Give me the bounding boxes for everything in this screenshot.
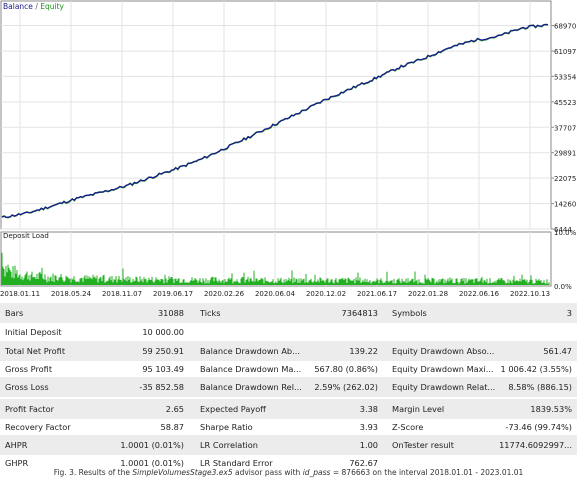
stat-value: 3 (566, 308, 572, 318)
stat-label: Sharpe Ratio (200, 422, 253, 432)
stat-label: GHPR (5, 458, 29, 468)
stat-label: Total Net Profit (5, 346, 66, 356)
series-line-balance (1, 23, 549, 218)
legend-equity: Equity (40, 2, 64, 11)
stat-label: LR Standard Error (200, 458, 273, 468)
y-tick-label: 68970 (554, 23, 576, 31)
stats-row: Recovery Factor 58.87 Sharpe Ratio 3.93 Z-Sc… (0, 417, 577, 437)
stats-row: Gross Loss -35 852.58 Balance Drawdown Rel… (0, 377, 577, 397)
chart-legend: Balance / Equity (3, 2, 64, 11)
caption-prefix: Fig. 3. Results of the (53, 468, 133, 477)
stats-row: Bars 31088 Ticks 7364813 Symbols 3 (0, 303, 577, 323)
stat-label: AHPR (5, 440, 28, 450)
x-tick-label: 2019.06.17 (153, 290, 193, 298)
stats-row: GHPR 1.0001 (0.01%) LR Standard Error 762.6… (0, 453, 577, 473)
stat-label: Expected Payoff (200, 404, 266, 414)
tester-graph: 68970 61097 53354 45523 37707 29891 22075 14260… (0, 0, 577, 298)
caption-suffix: = 876663 on the interval 2018.01.01 - 20… (330, 468, 524, 477)
stat-value: 139.22 (349, 346, 378, 356)
stat-label: Equity Drawdown Relat... (392, 382, 496, 392)
stat-label: Margin Level (392, 404, 445, 414)
x-tick-label: 2022.06.16 (459, 290, 500, 298)
stat-value: 2.65 (165, 404, 184, 414)
stat-label: Bars (5, 308, 24, 318)
deposit-y-tick-label: 10.0% (554, 229, 577, 237)
x-tick-label: 2021.06.17 (357, 290, 397, 298)
x-tick-label: 2022.10.13 (510, 290, 550, 298)
y-tick-label: 22075 (554, 175, 576, 183)
caption-middle: advisor pass with (232, 468, 303, 477)
y-tick-label: 14260 (554, 201, 576, 209)
y-tick-label: 6444 (554, 226, 572, 234)
stat-value: 561.47 (543, 346, 572, 356)
stat-label: Gross Profit (5, 364, 53, 374)
stat-value: 567.80 (0.86%) (314, 364, 378, 374)
stats-row: Gross Profit 95 103.49 Balance Drawdown Ma… (0, 359, 577, 379)
stat-value: 95 103.49 (142, 364, 184, 374)
stat-value: 7364813 (341, 308, 378, 318)
stat-label: Balance Drawdown Ab... (200, 346, 300, 356)
stat-value: 3.93 (359, 422, 378, 432)
stats-row: AHPR 1.0001 (0.01%) LR Correlation 1.00 OnTe… (0, 435, 577, 455)
stat-label: Initial Deposit (5, 327, 62, 337)
y-tick-label: 29891 (554, 150, 576, 158)
x-tick-label: 2020.02.26 (204, 290, 245, 298)
x-tick-label: 2020.06.04 (255, 290, 296, 298)
balance-equity-chart: 68970 61097 53354 45523 37707 29891 22075 14260… (0, 0, 577, 298)
y-tick-label: 45523 (554, 99, 576, 107)
stat-value: 762.67 (349, 458, 378, 468)
stat-value: 8.58% (886.15) (508, 382, 572, 392)
stat-label: Ticks (200, 308, 221, 318)
stat-label: Equity Drawdown Abso... (392, 346, 495, 356)
stat-label: Gross Loss (5, 382, 49, 392)
x-tick-label: 2018.01.11 (0, 290, 40, 298)
x-tick-label: 2020.12.02 (306, 290, 346, 298)
stat-label: LR Correlation (200, 440, 258, 450)
stat-label: Balance Drawdown Rel... (200, 382, 302, 392)
stat-value: 11774.6092997... (499, 440, 572, 450)
y-tick-label: 61097 (554, 48, 576, 56)
stat-value: 2.59% (262.02) (314, 382, 378, 392)
stat-label: Profit Factor (5, 404, 55, 414)
stat-label: OnTester result (392, 440, 454, 450)
caption-param: id_pass (302, 468, 331, 477)
stat-value: 1.00 (359, 440, 378, 450)
stat-value: 3.38 (359, 404, 378, 414)
stat-value: 1 006.42 (3.55%) (500, 364, 572, 374)
stat-value: 1.0001 (0.01%) (120, 458, 184, 468)
stats-row: Initial Deposit 10 000.00 (0, 322, 577, 342)
stat-value: 1839.53% (530, 404, 572, 414)
stat-value: 10 000.00 (142, 327, 184, 337)
stat-value: -35 852.58 (139, 382, 184, 392)
stat-value: 59 250.91 (142, 346, 184, 356)
stats-row: Profit Factor 2.65 Expected Payoff 3.38 Marg… (0, 399, 577, 419)
main-plot-frame (0, 0, 552, 230)
stat-label: Symbols (392, 308, 427, 318)
legend-separator: / (35, 2, 38, 11)
deposit-y-tick-label: 0.0% (554, 283, 572, 291)
stat-label: Equity Drawdown Maxi... (392, 364, 494, 374)
caption-advisor: SimpleVolumesStage3.ex5 (132, 468, 233, 477)
y-tick-label: 37707 (554, 124, 576, 132)
stat-label: Balance Drawdown Ma... (200, 364, 302, 374)
deposit-load-label: Deposit Load (3, 232, 49, 240)
stat-label: Z-Score (392, 422, 424, 432)
figure-caption: Fig. 3. Results of the SimpleVolumesStag… (0, 468, 577, 477)
x-tick-label: 2018.05.24 (51, 290, 92, 298)
stat-value: 31088 (157, 308, 184, 318)
stats-row: Total Net Profit 59 250.91 Balance Drawdow… (0, 341, 577, 361)
x-tick-label: 2018.11.07 (102, 290, 142, 298)
stat-value: -73.46 (99.74%) (505, 422, 572, 432)
x-tick-label: 2022.01.28 (408, 290, 448, 298)
y-tick-label: 53354 (554, 73, 577, 81)
legend-balance: Balance (3, 2, 33, 11)
stat-label: Recovery Factor (5, 422, 71, 432)
stat-value: 58.87 (160, 422, 184, 432)
stat-value: 1.0001 (0.01%) (120, 440, 184, 450)
